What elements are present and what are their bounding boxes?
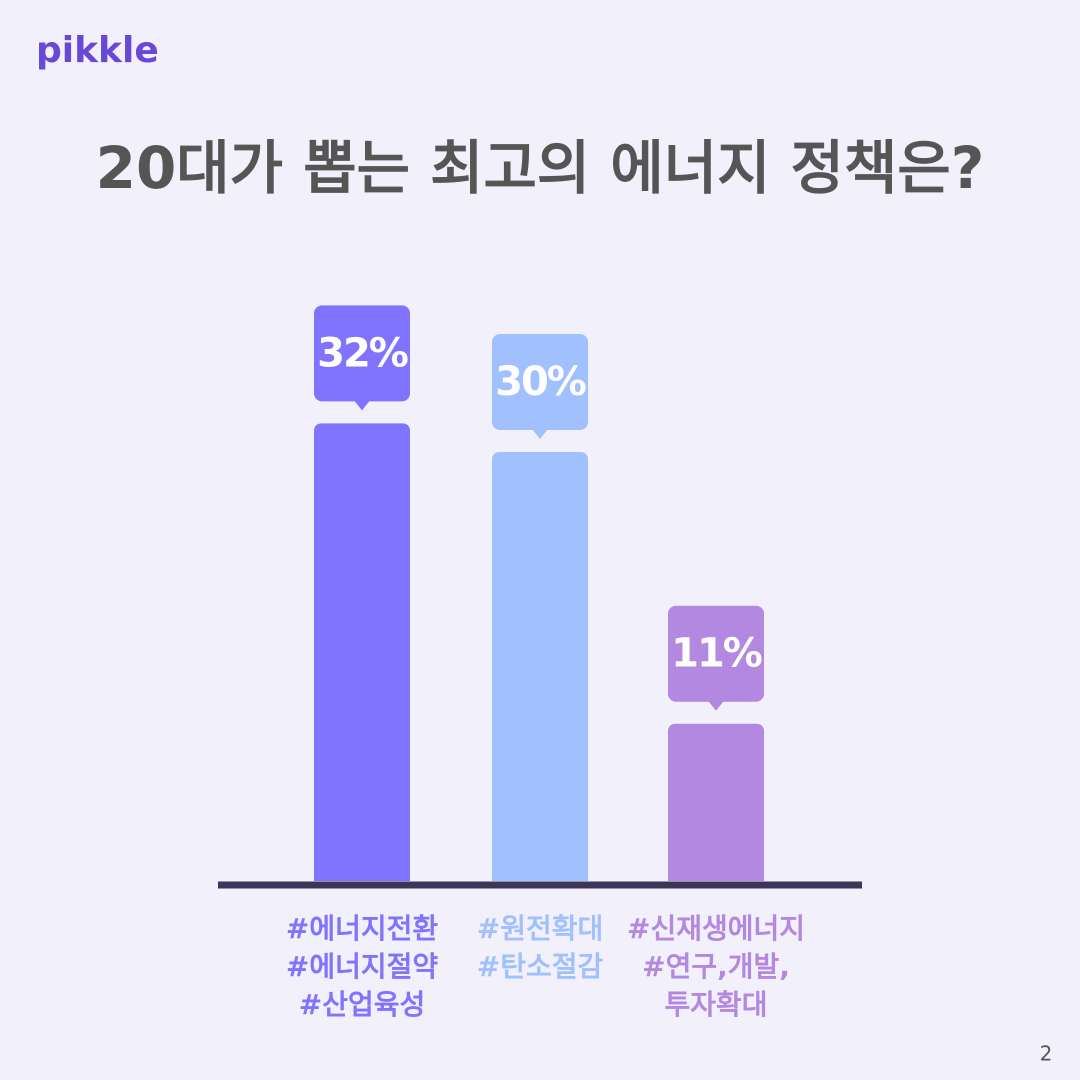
category-label: #신재생에너지 <box>627 912 805 945</box>
bubble-pointer <box>354 400 370 411</box>
category-label: #에너지전환 <box>286 912 439 945</box>
value-bubble <box>668 605 764 702</box>
value-label: 32% <box>317 330 408 376</box>
category-label: 투자확대 <box>664 988 767 1021</box>
chart-title: 20대가 뽑는 최고의 에너지 정책은? <box>96 134 985 202</box>
page-number: 2 <box>1040 1042 1053 1066</box>
bar <box>314 423 410 881</box>
value-label: 11% <box>671 631 762 677</box>
bubble-pointer <box>708 700 724 711</box>
bar <box>492 452 588 881</box>
category-label: #탄소절감 <box>477 950 604 983</box>
value-label: 30% <box>495 359 586 405</box>
bar <box>668 723 764 881</box>
category-label: #산업육성 <box>299 988 426 1021</box>
category-label: #원전확대 <box>477 912 604 945</box>
value-bubble <box>314 305 410 402</box>
category-label: #연구,개발, <box>642 950 790 983</box>
logo: pikkle <box>36 30 159 71</box>
category-label: #에너지절약 <box>286 950 439 983</box>
bubble-pointer <box>532 429 548 439</box>
value-bubble <box>492 334 588 430</box>
